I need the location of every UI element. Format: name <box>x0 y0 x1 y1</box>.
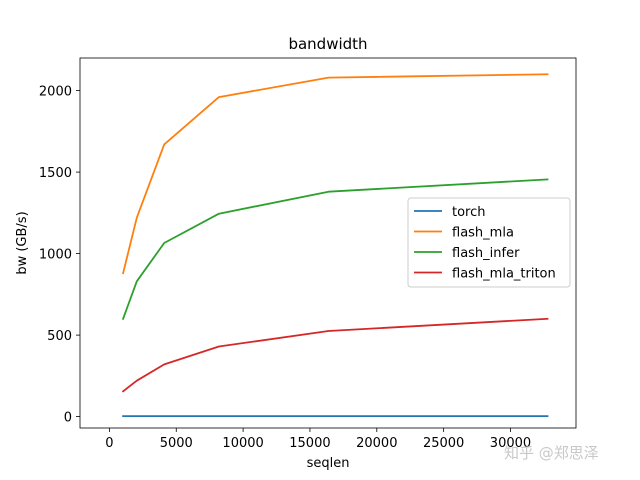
y-tick-label: 1000 <box>39 248 72 263</box>
legend-label-flash-infer: flash_infer <box>452 246 520 261</box>
legend-label-flash-mla: flash_mla <box>452 226 514 241</box>
x-tick-label: 25000 <box>423 436 464 451</box>
x-tick-label: 30000 <box>490 436 531 451</box>
x-tick-label: 5000 <box>160 436 193 451</box>
x-axis-ticks: 0 5000 10000 15000 20000 25000 30000 <box>105 428 531 451</box>
series-lines <box>121 73 549 418</box>
plot-area-frame <box>79 57 577 429</box>
series-line-flash-infer <box>121 178 549 320</box>
y-axis-label: bw (GB/s) <box>15 211 30 274</box>
y-tick-label: 0 <box>64 411 72 426</box>
legend: torch flash_mla flash_infer flash_mla_trito… <box>407 197 571 288</box>
chart-title: bandwidth <box>288 35 367 53</box>
series-line-flash-mla <box>122 73 549 275</box>
y-tick-label: 2000 <box>39 85 72 100</box>
legend-label-flash-mla-triton: flash_mla_triton <box>452 267 556 282</box>
y-axis-ticks: 0 500 1000 1500 2000 <box>39 85 80 426</box>
x-axis-label: seqlen <box>307 456 350 471</box>
x-tick-label: 15000 <box>289 436 330 451</box>
y-tick-label: 1500 <box>39 166 72 181</box>
series-line-flash-mla-triton <box>121 317 549 393</box>
watermark-text: 知乎 @郑思泽 <box>504 444 599 462</box>
y-tick-label: 500 <box>47 329 72 344</box>
x-tick-label: 10000 <box>222 436 263 451</box>
legend-items: torch flash_mla flash_infer flash_mla_trito… <box>414 205 556 282</box>
legend-label-torch: torch <box>452 205 486 220</box>
x-tick-label: 20000 <box>356 436 397 451</box>
x-tick-label: 0 <box>105 436 113 451</box>
legend-box <box>407 197 571 288</box>
